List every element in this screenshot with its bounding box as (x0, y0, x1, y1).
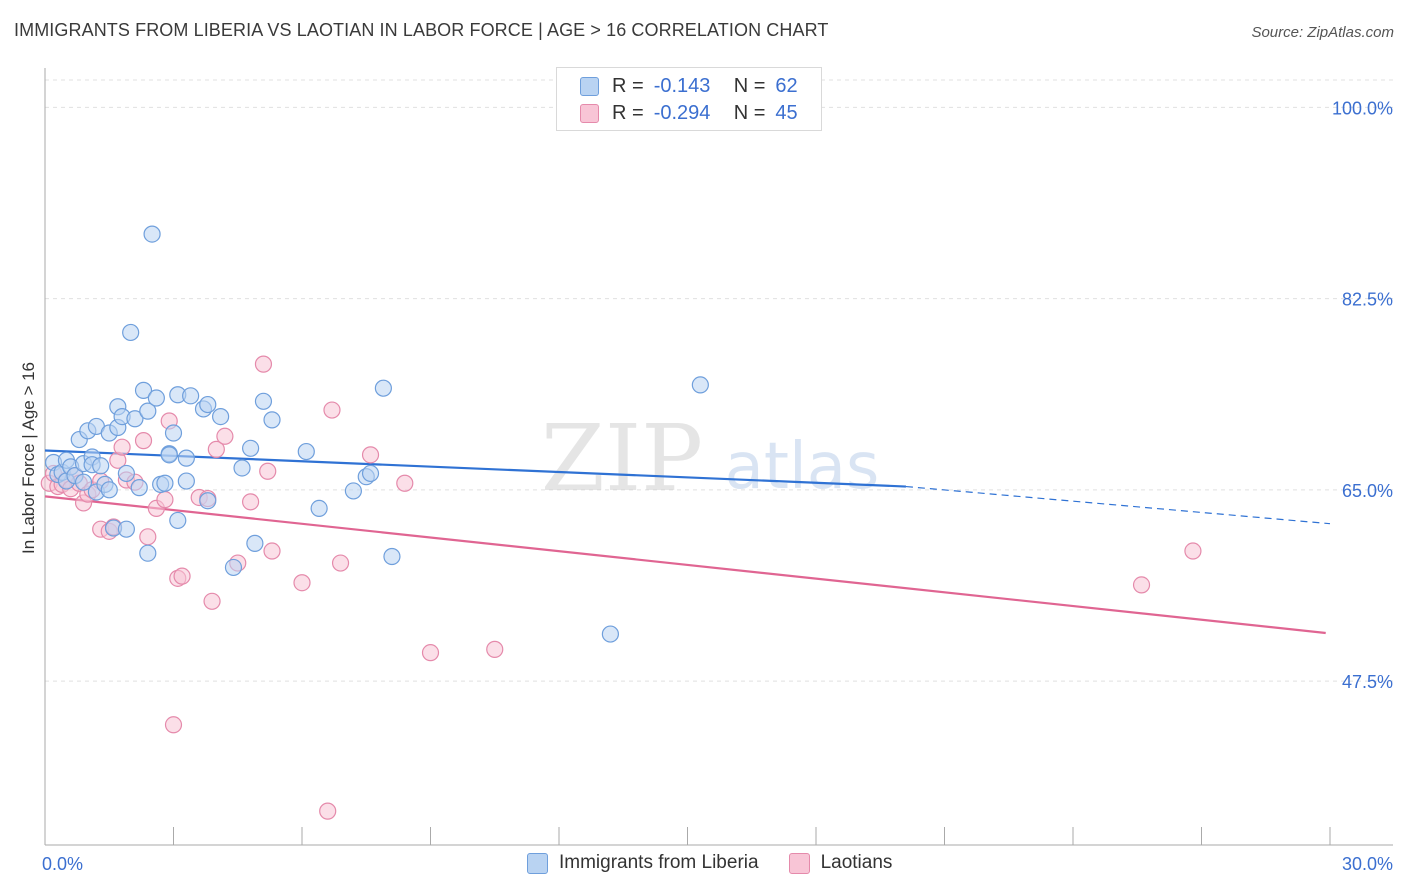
n-value: 45 (775, 101, 798, 124)
trend-line-liberia-dashed (905, 485, 1331, 525)
laotians-point (242, 493, 260, 511)
y-tick-label: 47.5% (1342, 672, 1393, 692)
liberia-point (212, 408, 230, 426)
liberia-point (169, 511, 187, 530)
laotians-point (254, 355, 273, 373)
series-legend: Immigrants from Liberia Laotians (527, 852, 922, 874)
liberia-point (199, 395, 217, 414)
liberia-point (182, 387, 200, 405)
watermark-atlas: atlas (725, 430, 880, 504)
r-value: -0.143 (653, 74, 711, 97)
liberia-point (224, 558, 243, 577)
r-value: -0.294 (653, 101, 711, 124)
laotians-point (113, 438, 131, 456)
laotians-point (207, 440, 225, 458)
n-value: 62 (775, 74, 798, 97)
liberia-point (117, 464, 135, 483)
liberia-point (130, 479, 148, 497)
laotians-point (203, 592, 221, 610)
laotians-point (396, 474, 414, 492)
liberia-point (383, 547, 401, 566)
liberia-point (147, 389, 165, 407)
laotians-point (263, 542, 281, 560)
n-label: N = (733, 74, 766, 97)
liberia-point (164, 424, 183, 442)
y-tick-label: 65.0% (1342, 481, 1393, 501)
laotians-point (259, 462, 277, 480)
laotians-point (156, 491, 174, 509)
y-axis-label: In Labor Force | Age > 16 (19, 362, 38, 554)
legend-item-laotians[interactable]: Laotians (788, 852, 893, 874)
laotians-point (134, 432, 153, 450)
liberia-point (177, 472, 195, 490)
source-label: Source: ZipAtlas.com (1251, 24, 1394, 41)
laotians-point (331, 554, 350, 572)
liberia-point (361, 464, 380, 483)
liberia-point (143, 225, 161, 243)
liberia-point (199, 492, 217, 510)
liberia-point (117, 520, 135, 538)
legend-row-liberia: R = -0.143 N = 62 (580, 72, 798, 100)
y-tick-label: 82.5% (1342, 290, 1393, 310)
tick-labels: 100.0% 82.5% 65.0% 47.5% 0.0% 30.0% (42, 98, 1393, 874)
liberia-point (254, 392, 273, 410)
liberia-point (100, 481, 118, 499)
liberia-points (44, 225, 709, 643)
liberia-point (246, 534, 264, 552)
liberia-point (92, 457, 110, 475)
liberia-point (139, 544, 157, 562)
liberia-legend-swatch (527, 852, 548, 874)
liberia-point (297, 442, 315, 461)
x-tick-label: 0.0% (42, 854, 83, 874)
liberia-point (134, 381, 153, 399)
axes (44, 68, 1393, 846)
laotians-point (164, 716, 183, 734)
r-label: R = (612, 101, 644, 124)
laotians-point (323, 401, 341, 419)
laotians-point (173, 567, 191, 585)
legend-item-liberia[interactable]: Immigrants from Liberia (527, 852, 759, 874)
n-label: N = (733, 101, 766, 124)
laotians-point (1132, 576, 1151, 594)
laotians-point (486, 640, 504, 658)
liberia-point (156, 474, 174, 492)
r-label: R = (612, 74, 644, 97)
liberia-point (177, 449, 195, 467)
liberia-point (122, 323, 140, 342)
laotians-swatch (580, 103, 599, 123)
correlation-legend: R = -0.143 N = 62 R = -0.294 N = 45 (556, 67, 822, 131)
liberia-point (139, 402, 157, 420)
liberia-swatch (580, 76, 599, 96)
liberia-point (374, 379, 392, 397)
liberia-point (310, 499, 328, 517)
liberia-point (601, 625, 620, 643)
legend-label-liberia: Immigrants from Liberia (559, 852, 759, 873)
laotians-point (216, 427, 234, 445)
legend-row-laotians: R = -0.294 N = 45 (580, 99, 798, 127)
legend-label-laotians: Laotians (820, 852, 893, 873)
liberia-point (263, 411, 281, 429)
laotians-point (139, 528, 157, 546)
laotians-point (293, 574, 311, 592)
x-tick-label: 30.0% (1342, 854, 1393, 874)
liberia-point (242, 439, 260, 457)
liberia-point (691, 376, 709, 394)
liberia-point (74, 473, 93, 491)
liberia-point (126, 410, 144, 428)
y-tick-label: 100.0% (1332, 98, 1393, 118)
laotians-point (319, 802, 337, 820)
liberia-point (344, 482, 362, 500)
trend-lines (44, 449, 1331, 635)
laotians-point (421, 644, 440, 662)
liberia-point (160, 446, 178, 464)
trend-line-laotians (44, 495, 1326, 635)
chart-title: IMMIGRANTS FROM LIBERIA VS LAOTIAN IN LA… (14, 20, 829, 40)
laotians-legend-swatch (788, 852, 810, 874)
laotians-point (361, 446, 380, 464)
liberia-point (233, 459, 251, 477)
laotians-point (1184, 542, 1202, 560)
watermark-zip: ZIP (541, 405, 703, 512)
grid-lines (45, 79, 1393, 682)
